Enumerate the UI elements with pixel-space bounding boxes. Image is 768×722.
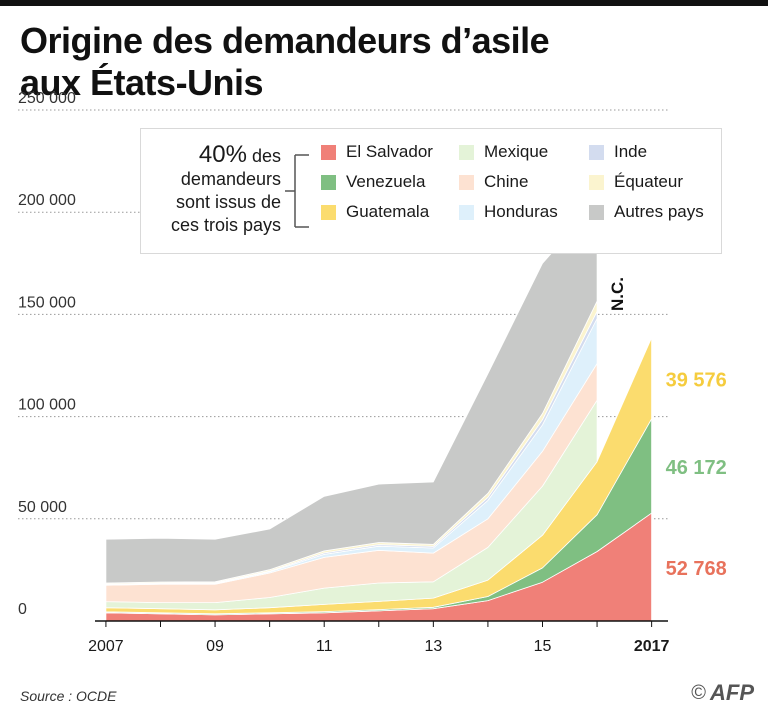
nc-label: N.C. xyxy=(608,277,627,311)
chart-title-line-1: Origine des demandeurs d’asile xyxy=(20,20,550,61)
legend-note-text-3: sont issus de xyxy=(175,192,281,212)
legend-bracket xyxy=(285,154,309,228)
y-tick-label-0: 0 xyxy=(18,601,27,618)
legend-item-mexique: Mexique xyxy=(459,141,548,163)
x-tick-label-2015: 15 xyxy=(534,638,552,655)
x-tick-label-2011: 11 xyxy=(316,638,333,655)
legend-label: Chine xyxy=(484,172,529,191)
legend-item-autres-pays: Autres pays xyxy=(589,201,704,223)
afp-credit: © AFP xyxy=(691,680,754,706)
grid-lines: 0 50 000 100 000 150 000 200 000 250 000 xyxy=(18,90,668,618)
y-tick-label-250000: 250 000 xyxy=(18,90,76,107)
top-bar xyxy=(0,0,768,6)
legend-swatch xyxy=(459,204,474,220)
legend-label: El Salvador xyxy=(346,142,433,161)
legend-item-venezuela: Venezuela xyxy=(321,171,425,193)
legend-label: Inde xyxy=(614,142,648,161)
legend-label: Guatemala xyxy=(346,202,430,221)
legend-item--quateur: Équateur xyxy=(589,171,683,193)
chart-title: Origine des demandeurs d’asile aux États… xyxy=(20,20,550,104)
y-tick-label-150000: 150 000 xyxy=(18,294,76,311)
legend-item-guatemala: Guatemala xyxy=(321,201,429,223)
legend-label: Honduras xyxy=(484,202,558,221)
axes: 2007 09 11 13 15 2017 xyxy=(88,620,670,655)
legend-swatch xyxy=(589,174,604,190)
value-labels: N.C. 39 576 46 172 52 768 xyxy=(608,277,727,580)
legend-swatch xyxy=(459,144,474,160)
legend-swatch xyxy=(589,144,604,160)
y-tick-label-200000: 200 000 xyxy=(18,192,76,209)
legend-label: Venezuela xyxy=(346,172,426,191)
legend-note-text-1: des xyxy=(246,146,281,166)
afp-logo: AFP xyxy=(710,680,754,705)
area-autres-pays xyxy=(105,201,598,584)
legend-item-honduras: Honduras xyxy=(459,201,558,223)
x-tick-label-2017: 2017 xyxy=(634,638,670,655)
legend-item-inde: Inde xyxy=(589,141,647,163)
value-label-venezuela: 46 172 xyxy=(666,457,727,479)
legend-swatch xyxy=(321,204,336,220)
value-label-el-salvador: 52 768 xyxy=(666,558,727,580)
area-layers xyxy=(105,201,652,622)
legend-label: Autres pays xyxy=(614,202,704,221)
legend-swatch xyxy=(459,174,474,190)
legend: 40% des demandeurs sont issus de ces tro… xyxy=(140,128,722,254)
chart-title-line-2: aux États-Unis xyxy=(20,62,264,103)
source-note: Source : OCDE xyxy=(20,688,117,704)
x-tick-label-2013: 13 xyxy=(424,638,442,655)
x-tick-label-2009: 09 xyxy=(206,638,224,655)
legend-item-chine: Chine xyxy=(459,171,528,193)
legend-swatch xyxy=(321,144,336,160)
copyright-icon: © xyxy=(691,681,706,704)
x-tick-label-2007: 2007 xyxy=(88,638,124,655)
value-label-guatemala: 39 576 xyxy=(666,369,727,391)
legend-note: 40% des demandeurs sont issus de ces tro… xyxy=(141,143,281,237)
y-tick-label-50000: 50 000 xyxy=(18,499,67,516)
y-tick-label-100000: 100 000 xyxy=(18,397,76,414)
legend-label: Mexique xyxy=(484,142,549,161)
legend-note-text-4: ces trois pays xyxy=(170,215,281,235)
legend-item-el-salvador: El Salvador xyxy=(321,141,433,163)
legend-swatch xyxy=(589,204,604,220)
legend-note-pct: 40% xyxy=(198,141,247,168)
legend-swatch xyxy=(321,174,336,190)
legend-note-text-2: demandeurs xyxy=(180,169,281,189)
legend-label: Équateur xyxy=(614,172,683,191)
